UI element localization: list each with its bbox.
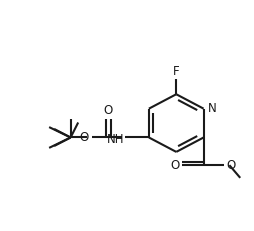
Text: O: O: [80, 131, 89, 144]
Text: O: O: [170, 158, 180, 171]
Text: O: O: [104, 103, 113, 116]
Text: O: O: [226, 158, 236, 171]
Text: F: F: [173, 65, 180, 78]
Text: N: N: [208, 102, 217, 115]
Text: NH: NH: [107, 132, 124, 145]
